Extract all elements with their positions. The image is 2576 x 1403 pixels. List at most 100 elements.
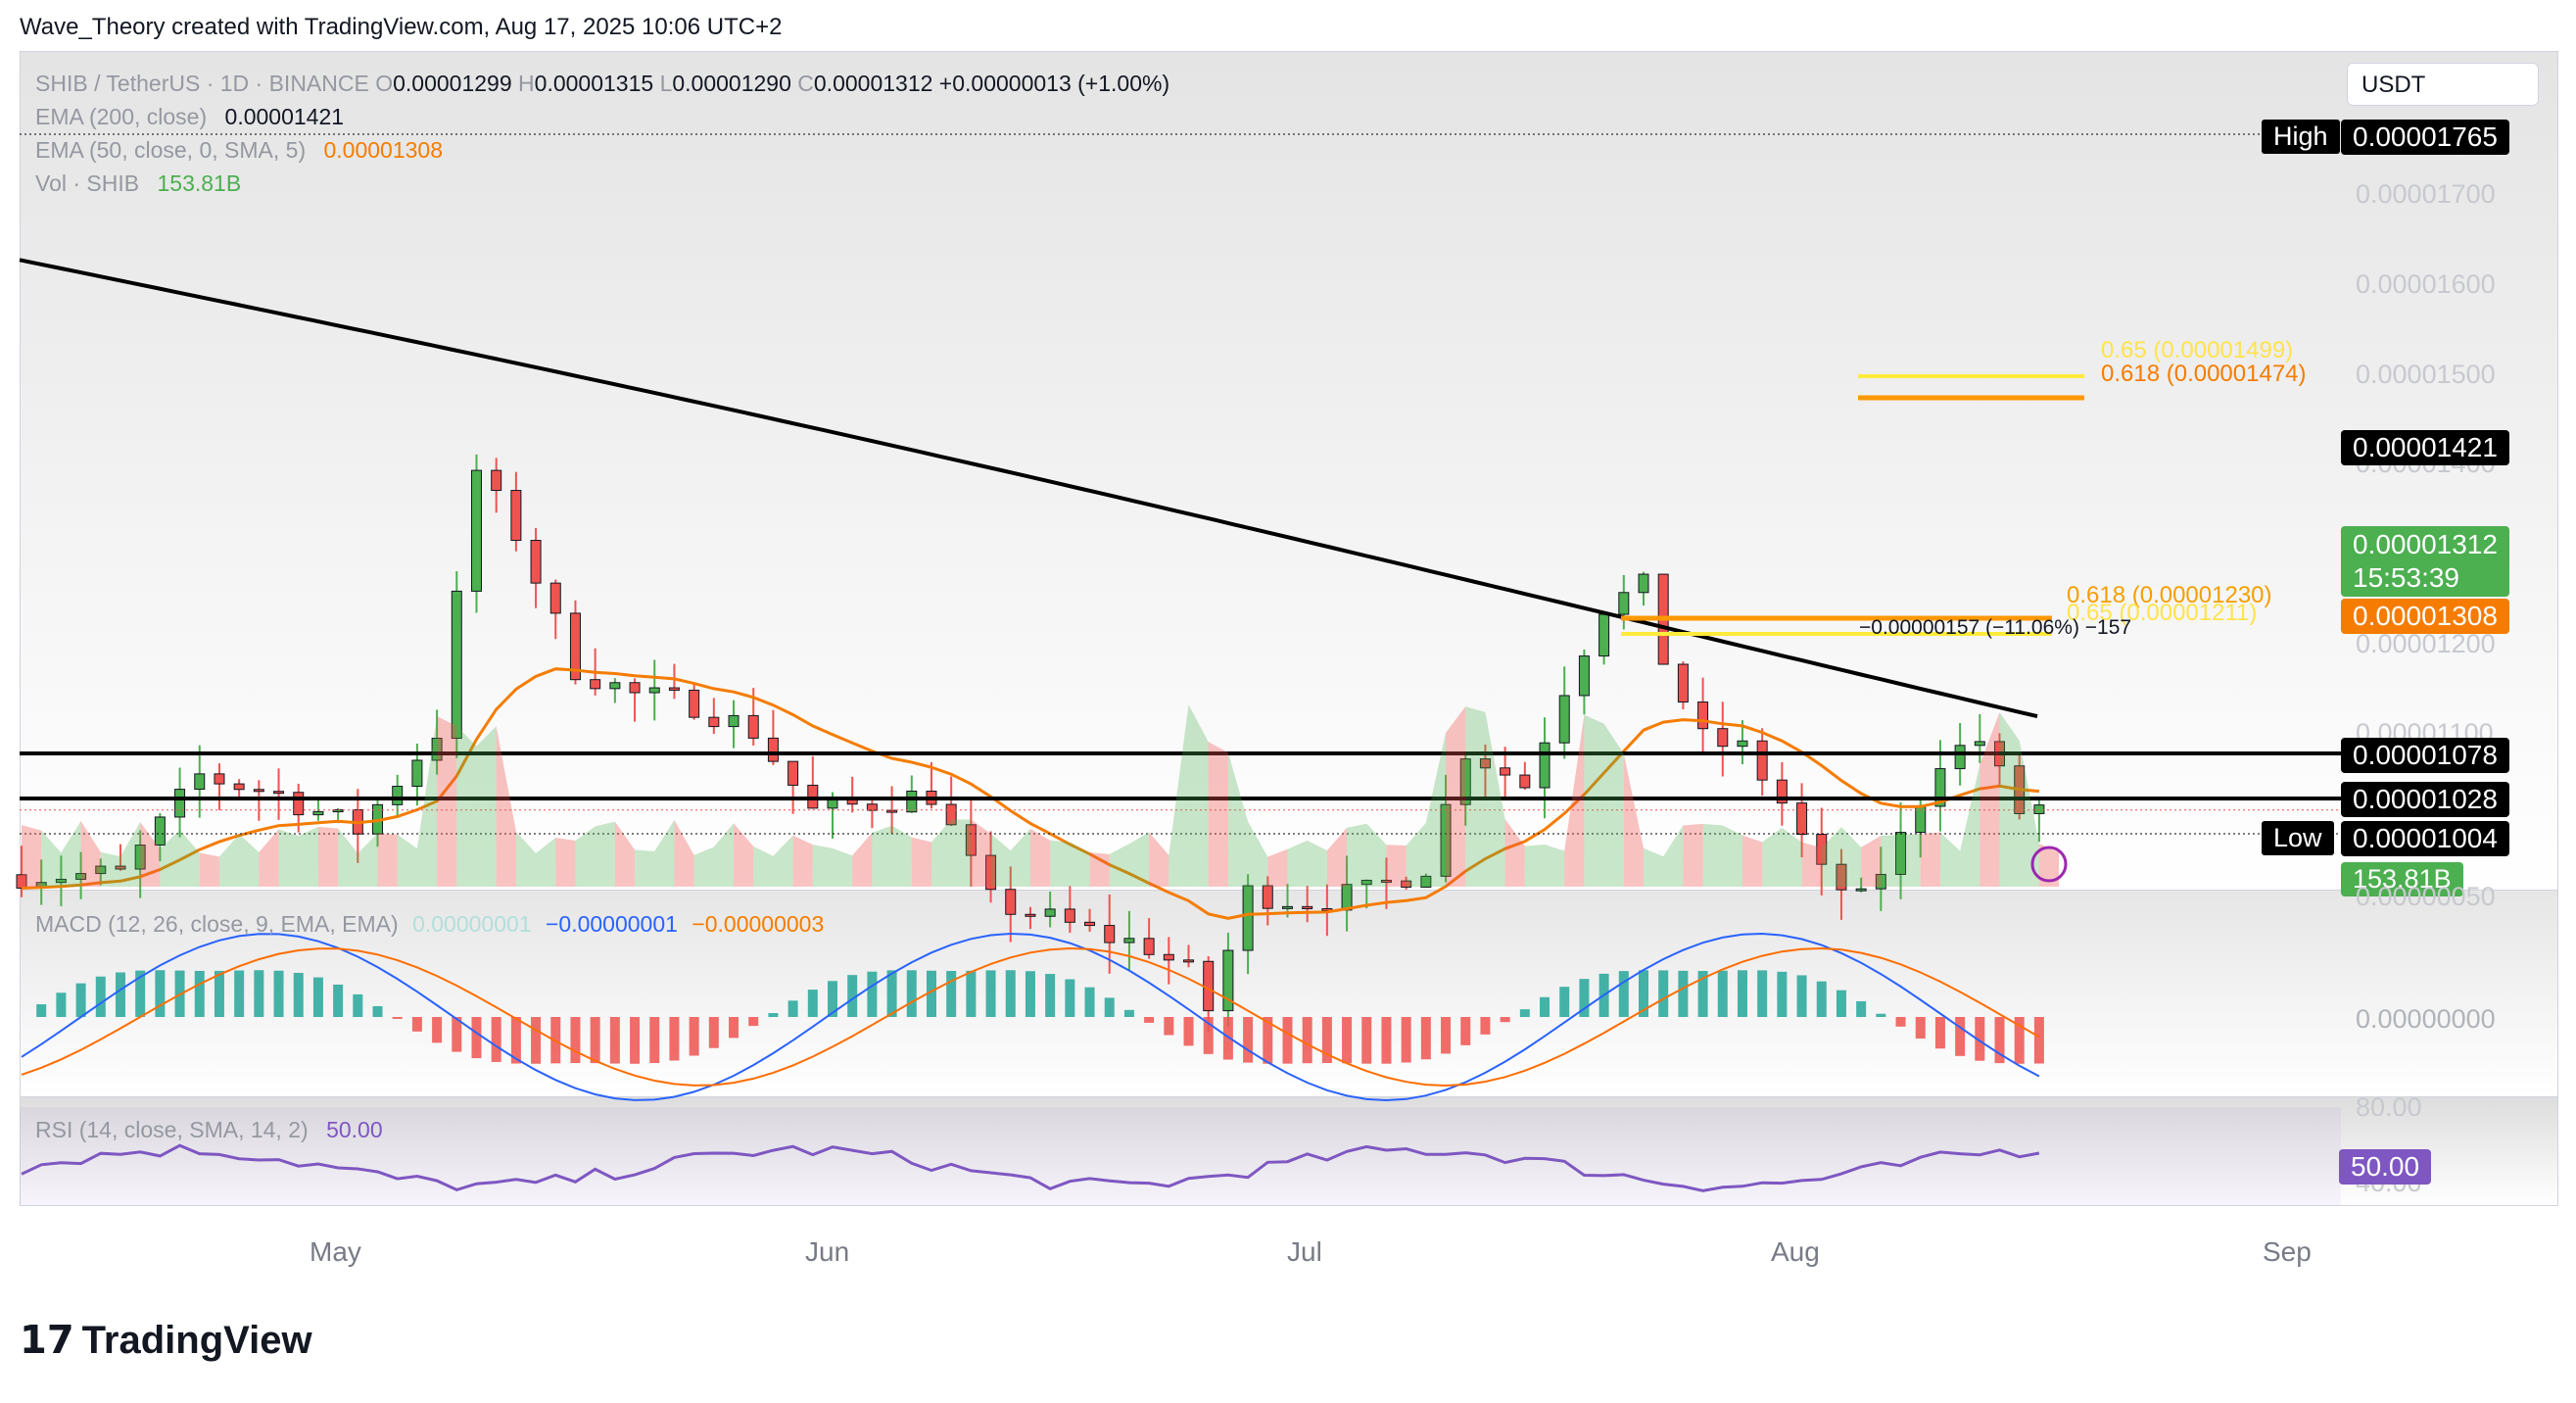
candle	[95, 858, 107, 886]
candle	[1360, 879, 1372, 909]
currency-selector[interactable]: USDT	[2347, 63, 2539, 106]
volume-area	[1504, 819, 1525, 887]
volume-area	[1762, 827, 1783, 887]
volume-area	[792, 835, 813, 887]
candle	[1697, 677, 1709, 753]
candle	[1242, 874, 1254, 975]
fib-label-upper-065: 0.65 (0.00001499)	[2101, 337, 2294, 363]
volume-area	[1623, 753, 1644, 887]
month-label-sep: Sep	[2263, 1236, 2312, 1267]
candle	[491, 458, 502, 513]
macd-histogram-bar	[56, 992, 67, 1017]
rsi-panel[interactable]	[20, 1096, 2558, 1206]
macd-histogram-bar	[926, 970, 936, 1017]
volume-area	[1584, 714, 1604, 887]
candles	[16, 454, 2045, 1032]
volume-area	[338, 828, 358, 887]
volume-area	[1603, 723, 1624, 887]
macd-histogram-bar	[1183, 1017, 1194, 1046]
symbol-legend: SHIB / TetherUS · 1D · BINANCE O0.000012…	[35, 71, 1170, 96]
macd-histogram-bar	[787, 1000, 798, 1017]
high-value: 0.00001315	[534, 71, 654, 96]
volume-area	[119, 822, 141, 887]
month-label-jul: Jul	[1287, 1236, 1322, 1267]
volume-area	[674, 820, 694, 887]
price-axis-label: 0.00001700	[2356, 179, 2496, 209]
macd-histogram-bar	[1658, 970, 1669, 1017]
macd-histogram-bar	[1263, 1017, 1273, 1064]
macd-axis-top: 0.00000050	[2356, 882, 2496, 911]
price-axis-label: 0.00001600	[2356, 269, 2496, 299]
candle	[1420, 873, 1432, 888]
volume-area	[1267, 848, 1288, 887]
candle	[1737, 720, 1748, 765]
volume-area	[377, 833, 398, 887]
volume-area	[1208, 742, 1228, 887]
candle	[1143, 918, 1155, 959]
candle	[1064, 886, 1075, 934]
low-value: 0.00001290	[672, 71, 791, 96]
candle	[55, 855, 67, 906]
fib-label-lower-065: 0.65 (0.00001211)	[2067, 600, 2258, 626]
candle	[1163, 937, 1174, 985]
macd-histogram-bar	[1164, 1017, 1174, 1036]
volume-area	[1347, 823, 1367, 887]
candle	[134, 830, 146, 898]
candle	[1222, 933, 1234, 1027]
macd-histogram-bar	[1302, 1017, 1312, 1064]
macd-histogram-bar	[1994, 1017, 2005, 1064]
macd-histogram-bar	[1717, 970, 1728, 1017]
candle	[846, 776, 858, 813]
macd-histogram-bar	[1697, 970, 1708, 1017]
macd-histogram-bar	[807, 990, 818, 1017]
volume-area	[1782, 827, 1802, 887]
candle	[154, 812, 166, 861]
volume-area	[734, 823, 754, 887]
volume-area	[1050, 840, 1071, 887]
macd-axis-zero: 0.00000000	[2356, 1004, 2496, 1034]
volume-area	[833, 847, 853, 887]
macd-histogram-bar	[432, 1017, 443, 1043]
volume-area	[1287, 840, 1308, 887]
macd-histogram-bar	[1342, 1017, 1353, 1064]
candle	[689, 682, 700, 720]
volume-area	[1545, 845, 1565, 887]
candle	[945, 776, 957, 826]
macd-histogram-bar	[828, 981, 837, 1017]
candle	[629, 678, 641, 722]
macd-histogram-bar	[392, 1017, 403, 1019]
rsi-axis-80: 80.00	[2356, 1092, 2422, 1122]
macd-histogram-bar	[471, 1017, 482, 1059]
macd-histogram-bar	[768, 1013, 779, 1017]
volume-area	[259, 829, 279, 887]
macd-histogram-bar	[1144, 1017, 1155, 1023]
tradingview-logo[interactable]: 𝟭𝟳 TradingView	[20, 1319, 312, 1362]
candle	[1796, 783, 1808, 857]
candle	[1440, 774, 1452, 883]
macd-histogram-bar	[1203, 1017, 1214, 1054]
candle	[253, 780, 264, 821]
volume-area	[437, 716, 457, 887]
candle	[767, 709, 779, 765]
volume-tag: 153.81B	[2341, 862, 2463, 896]
volume-area	[1446, 706, 1466, 887]
candle	[549, 579, 561, 640]
close-value: 0.00001312	[813, 71, 933, 96]
macd-histogram-bar	[1934, 1017, 1945, 1049]
candle	[1183, 944, 1195, 968]
volume-area	[1564, 714, 1585, 887]
candle	[1717, 702, 1729, 777]
close-price-tag: 0.00001312 15:53:39	[2341, 526, 2509, 597]
price-panel[interactable]	[20, 51, 2558, 891]
macd-histogram-bar	[293, 972, 304, 1017]
candle	[1875, 847, 1886, 911]
volume-area	[635, 849, 655, 887]
volume-area	[1939, 832, 1961, 887]
macd-histogram-bar	[333, 984, 344, 1017]
macd-histogram-bar	[510, 1017, 521, 1064]
volume-area	[2038, 844, 2060, 887]
candle	[2033, 798, 2045, 843]
volume-area	[1386, 845, 1407, 887]
rsi-band	[20, 1107, 2341, 1205]
